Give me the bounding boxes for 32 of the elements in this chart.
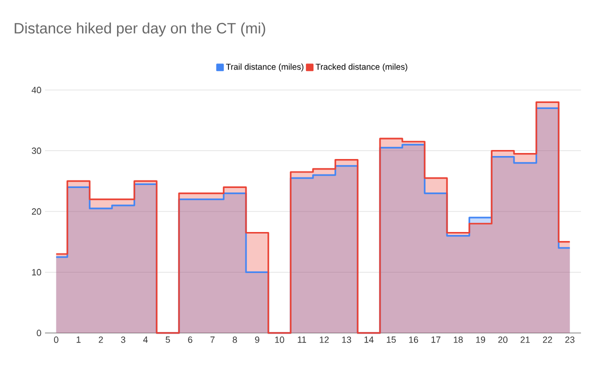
y-tick-label: 10 xyxy=(32,269,42,276)
x-tick-label: 20 xyxy=(498,336,508,343)
x-tick-label: 8 xyxy=(232,336,237,343)
x-tick-label: 10 xyxy=(275,336,284,343)
x-tick-label: 13 xyxy=(342,336,352,343)
chart-title: Distance hiked per day on the CT (mi) xyxy=(14,22,266,36)
x-tick-label: 12 xyxy=(320,336,329,343)
x-tick-label: 0 xyxy=(54,336,58,343)
legend-label: Tracked distance (miles) xyxy=(316,64,408,72)
x-tick-label: 11 xyxy=(298,336,306,343)
y-tick-label: 0 xyxy=(36,330,42,336)
x-tick-label: 18 xyxy=(454,336,463,343)
x-tick-label: 21 xyxy=(520,336,530,343)
x-tick-label: 14 xyxy=(364,336,374,343)
x-tick-label: 16 xyxy=(409,336,418,343)
x-tick-label: 15 xyxy=(386,336,396,343)
y-tick-label: 20 xyxy=(32,208,42,215)
x-tick-label: 2 xyxy=(98,336,103,343)
y-tick-label: 30 xyxy=(32,148,42,154)
x-tick-label: 3 xyxy=(121,336,126,343)
x-tick-label: 6 xyxy=(188,336,192,343)
x-tick-label: 23 xyxy=(565,336,574,343)
x-tick-label: 1 xyxy=(76,336,81,343)
x-tick-label: 7 xyxy=(210,336,215,343)
x-tick-label: 5 xyxy=(166,336,170,343)
x-tick-label: 4 xyxy=(143,336,148,343)
x-tick-label: 9 xyxy=(255,336,260,343)
y-tick-label: 40 xyxy=(32,86,42,94)
x-tick-label: 22 xyxy=(542,336,552,343)
legend-label: Trail distance (miles) xyxy=(226,64,304,72)
x-tick-label: 17 xyxy=(432,336,440,343)
x-tick-label: 19 xyxy=(476,336,486,343)
